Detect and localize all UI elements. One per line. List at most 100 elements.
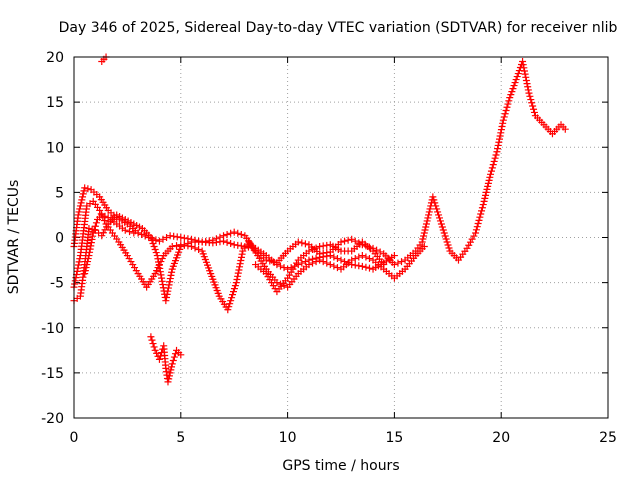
- data-point: [530, 108, 538, 116]
- data-point: [316, 243, 324, 251]
- data-point: [177, 234, 185, 241]
- data-point: [422, 220, 430, 228]
- data-point: [466, 238, 474, 246]
- data-point: [476, 213, 484, 221]
- data-point: [170, 232, 178, 240]
- data-point: [237, 242, 245, 250]
- data-point: [85, 252, 93, 260]
- data-point: [227, 229, 235, 237]
- data-point: [358, 262, 366, 270]
- data-point: [480, 197, 488, 205]
- data-point: [319, 242, 327, 250]
- data-point: [519, 58, 527, 66]
- data-point: [333, 264, 341, 272]
- data-point: [522, 73, 530, 81]
- data-point: [492, 151, 500, 159]
- data-point: [519, 61, 527, 69]
- data-point: [432, 202, 440, 210]
- data-point: [169, 356, 177, 364]
- data-point: [241, 243, 249, 251]
- data-point: [158, 274, 166, 282]
- data-point: [509, 85, 517, 93]
- data-point: [164, 378, 172, 386]
- data-point: [89, 232, 97, 240]
- data-point: [165, 372, 173, 380]
- data-point: [373, 246, 381, 254]
- data-point: [223, 230, 231, 238]
- data-point: [439, 226, 447, 234]
- data-point: [74, 264, 82, 272]
- data-point: [425, 211, 433, 219]
- data-point: [495, 138, 503, 146]
- data-point: [351, 237, 359, 245]
- data-point: [79, 190, 87, 198]
- data-point: [134, 229, 142, 237]
- data-point: [152, 236, 160, 244]
- data-point: [155, 261, 163, 269]
- data-point: [266, 257, 274, 265]
- data-point: [362, 253, 370, 261]
- x-tick-label: 10: [279, 430, 297, 446]
- data-point: [482, 188, 490, 196]
- data-point: [323, 259, 331, 267]
- data-point: [419, 235, 427, 243]
- data-point: [337, 256, 345, 264]
- data-point: [319, 253, 327, 261]
- data-point: [330, 253, 338, 261]
- data-point: [497, 129, 505, 137]
- data-point: [165, 281, 173, 289]
- data-point: [330, 262, 338, 270]
- data-point: [437, 220, 445, 228]
- data-point: [434, 208, 442, 216]
- data-point: [230, 241, 238, 249]
- data-point: [514, 70, 522, 78]
- data-point: [236, 260, 244, 268]
- data-point: [81, 184, 89, 192]
- data-point: [309, 255, 317, 263]
- data-point: [154, 255, 162, 263]
- x-tick-label: 20: [492, 430, 510, 446]
- data-point: [155, 237, 163, 245]
- data-point: [358, 252, 366, 260]
- data-point: [155, 355, 163, 363]
- data-point: [488, 164, 496, 172]
- data-point: [159, 281, 167, 289]
- data-point: [98, 211, 106, 219]
- data-point: [165, 375, 173, 383]
- data-point: [73, 267, 81, 275]
- data-point: [529, 102, 537, 110]
- chart-title: Day 346 of 2025, Sidereal Day-to-day VTE…: [59, 20, 618, 36]
- data-point: [234, 269, 242, 277]
- data-point: [237, 253, 245, 261]
- data-point: [212, 238, 220, 246]
- data-point: [436, 217, 444, 225]
- data-point: [440, 229, 448, 237]
- data-point: [148, 237, 156, 245]
- data-point: [76, 202, 84, 210]
- data-point: [525, 89, 533, 97]
- data-point: [81, 267, 89, 275]
- data-point: [230, 228, 238, 236]
- data-point: [170, 353, 178, 361]
- data-point: [326, 252, 334, 260]
- data-point: [220, 237, 228, 245]
- data-point: [470, 232, 478, 240]
- data-point: [341, 258, 349, 266]
- y-tick-label: 15: [46, 95, 64, 111]
- y-tick-label: -15: [41, 366, 64, 382]
- data-point: [530, 105, 538, 113]
- data-point: [78, 196, 86, 204]
- data-point: [344, 236, 352, 244]
- data-point: [75, 208, 83, 216]
- data-point: [487, 170, 495, 178]
- data-point: [82, 264, 90, 272]
- data-point: [431, 199, 439, 207]
- data-point: [468, 235, 476, 243]
- data-point: [147, 333, 155, 341]
- data-point: [152, 249, 160, 257]
- y-tick-label: 0: [55, 231, 64, 247]
- data-point: [495, 135, 503, 143]
- data-point: [72, 274, 80, 282]
- data-point: [512, 76, 520, 84]
